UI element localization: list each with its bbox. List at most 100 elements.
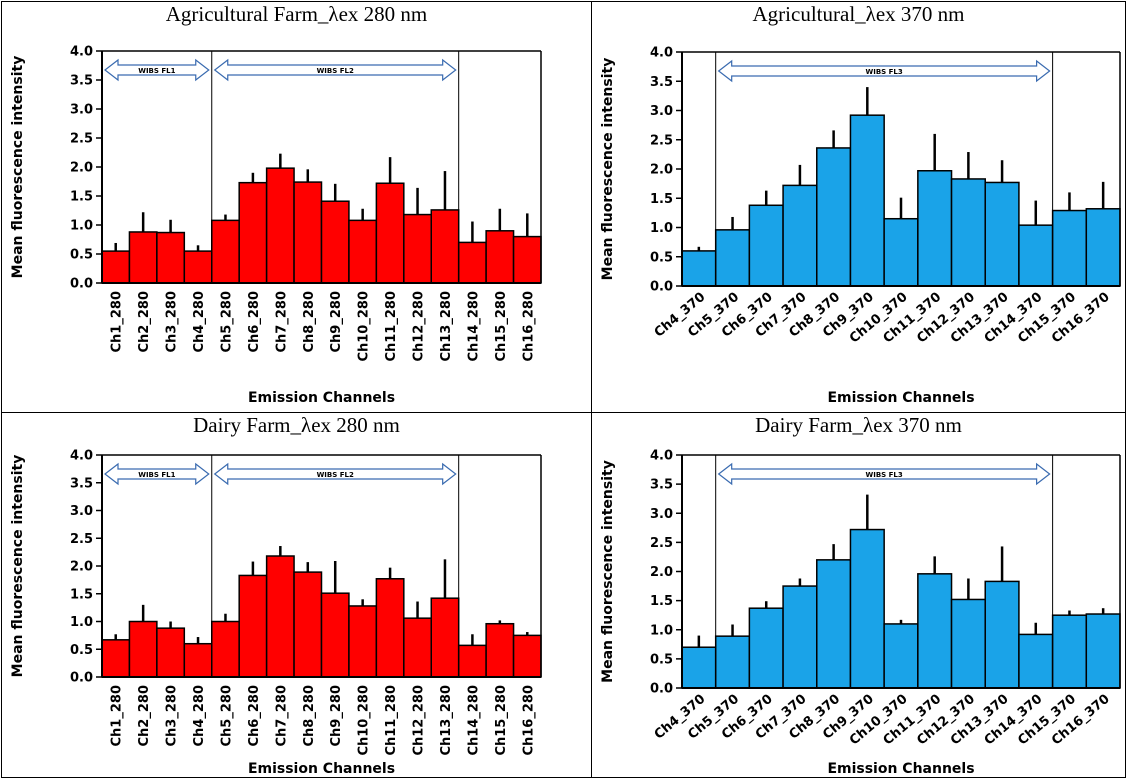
bar — [1085, 208, 1121, 287]
y-axis-title: Mean fluorescence intensity — [10, 455, 26, 678]
y-tick-label: 1.5 — [70, 190, 93, 205]
x-axis-title: Emission Channels — [827, 390, 974, 406]
y-tick-label: 1.0 — [650, 623, 673, 638]
bar — [348, 605, 378, 678]
x-tick-label: Ch13_280 — [439, 685, 454, 756]
bar — [816, 147, 852, 287]
y-tick-label: 0.0 — [650, 682, 673, 697]
x-tick-label: Ch7_280 — [274, 291, 289, 352]
x-tick-label: Ch16_280 — [521, 685, 536, 756]
x-tick-label: Ch4_280 — [192, 685, 207, 746]
y-tick-label: 3.0 — [650, 507, 673, 522]
bar — [128, 231, 158, 284]
bar — [485, 622, 515, 678]
bar — [782, 585, 818, 689]
bar — [320, 200, 350, 284]
y-tick-label: 0.5 — [70, 248, 93, 263]
bar — [375, 578, 405, 678]
y-axis-title: Mean fluorescence intensity — [600, 58, 616, 281]
y-axis-title: Mean fluorescence intensity — [600, 460, 616, 683]
y-tick-label: 1.0 — [70, 219, 93, 234]
y-tick-label: 2.5 — [70, 132, 93, 147]
bar — [430, 209, 460, 284]
band-double-arrow — [104, 462, 210, 486]
y-tick-label: 1.0 — [70, 615, 93, 630]
bar — [950, 178, 986, 287]
y-tick-label: 2.0 — [650, 163, 673, 178]
y-tick-label: 2.0 — [650, 565, 673, 580]
bar — [430, 597, 460, 678]
y-tick-label: 4.0 — [650, 46, 673, 61]
panel-agricultural-370: Agricultural_λex 370 nm 0.0 0.5 1.0 1.5 2.0 2… — [592, 2, 1125, 411]
band-label: WIBS FL2 — [317, 471, 354, 479]
x-tick-label: Ch10_280 — [357, 291, 372, 362]
bar — [293, 571, 323, 678]
bar — [714, 635, 751, 689]
x-tick-label: Ch15_280 — [494, 291, 509, 362]
y-tick-label: 3.0 — [650, 104, 673, 119]
x-tick-label: Ch9_280 — [329, 291, 344, 352]
y-tick-label: 3.5 — [70, 74, 93, 89]
y-tick-label: 1.5 — [650, 192, 673, 207]
x-tick-label: Ch8_280 — [302, 685, 317, 746]
bar — [485, 230, 515, 284]
x-tick-label: Ch12_280 — [412, 291, 427, 362]
bar — [883, 623, 919, 689]
band-label: WIBS FL1 — [138, 471, 175, 479]
bar — [512, 235, 542, 284]
x-tick-label: Ch2_280 — [137, 685, 152, 746]
y-tick-label: 2.5 — [70, 532, 93, 547]
x-tick-label: Ch13_280 — [439, 291, 454, 362]
x-tick-label: Ch10_280 — [357, 685, 372, 756]
x-tick-label: Ch14_280 — [466, 291, 481, 362]
band-double-arrow — [717, 462, 1051, 486]
bar — [512, 634, 542, 678]
bar — [1018, 633, 1054, 689]
band-label: WIBS FL1 — [138, 67, 175, 75]
band-double-arrow — [717, 59, 1051, 83]
bar — [748, 204, 784, 287]
x-tick-label: Ch8_280 — [302, 291, 317, 352]
y-tick-label: 1.5 — [70, 587, 93, 602]
x-tick-label: Ch1_280 — [110, 685, 125, 746]
y-tick-label: 0.0 — [70, 671, 93, 686]
x-tick-label: Ch1_280 — [110, 291, 125, 352]
x-tick-label: Ch3_280 — [165, 291, 180, 352]
bar — [348, 219, 378, 284]
bar — [984, 580, 1020, 689]
bar — [950, 598, 986, 689]
bar — [101, 250, 131, 284]
bar — [748, 607, 784, 689]
y-tick-label: 2.0 — [70, 161, 93, 176]
bar — [375, 182, 405, 284]
y-tick-label: 3.5 — [650, 478, 673, 493]
y-tick-label: 2.0 — [70, 560, 93, 575]
x-tick-label: Ch5_280 — [219, 685, 234, 746]
bar — [128, 620, 158, 678]
x-tick-label: Ch2_280 — [137, 291, 152, 352]
panel-title: Agricultural Farm_λex 280 nm — [165, 2, 428, 26]
bar — [403, 617, 432, 678]
x-tick-label: Ch7_280 — [274, 685, 289, 746]
bar — [183, 250, 213, 284]
band-label: WIBS FL3 — [866, 68, 903, 76]
y-tick-label: 0.0 — [650, 280, 673, 295]
panel-title: Dairy Farm_λex 280 nm — [193, 413, 400, 437]
panel-title: Agricultural_λex 370 nm — [752, 2, 965, 26]
x-tick-label: Ch12_280 — [412, 685, 427, 756]
y-tick-label: 2.5 — [650, 133, 673, 148]
bar — [156, 231, 186, 284]
panel-dairy-370: Dairy Farm_λex 370 nm 0.0 0.5 1.0 1.5 2.0 2.5… — [592, 413, 1125, 777]
bar — [1085, 613, 1121, 689]
y-tick-label: 4.0 — [70, 449, 93, 464]
y-tick-label: 0.5 — [70, 643, 93, 658]
band-label: WIBS FL3 — [866, 471, 903, 479]
bar — [211, 219, 240, 284]
y-tick-label: 0.5 — [650, 652, 673, 667]
bar — [403, 213, 432, 284]
panel-title: Dairy Farm_λex 370 nm — [755, 413, 962, 437]
y-tick-label: 1.5 — [650, 594, 673, 609]
band-double-arrow — [213, 462, 457, 486]
x-tick-label: Ch6_280 — [247, 685, 262, 746]
